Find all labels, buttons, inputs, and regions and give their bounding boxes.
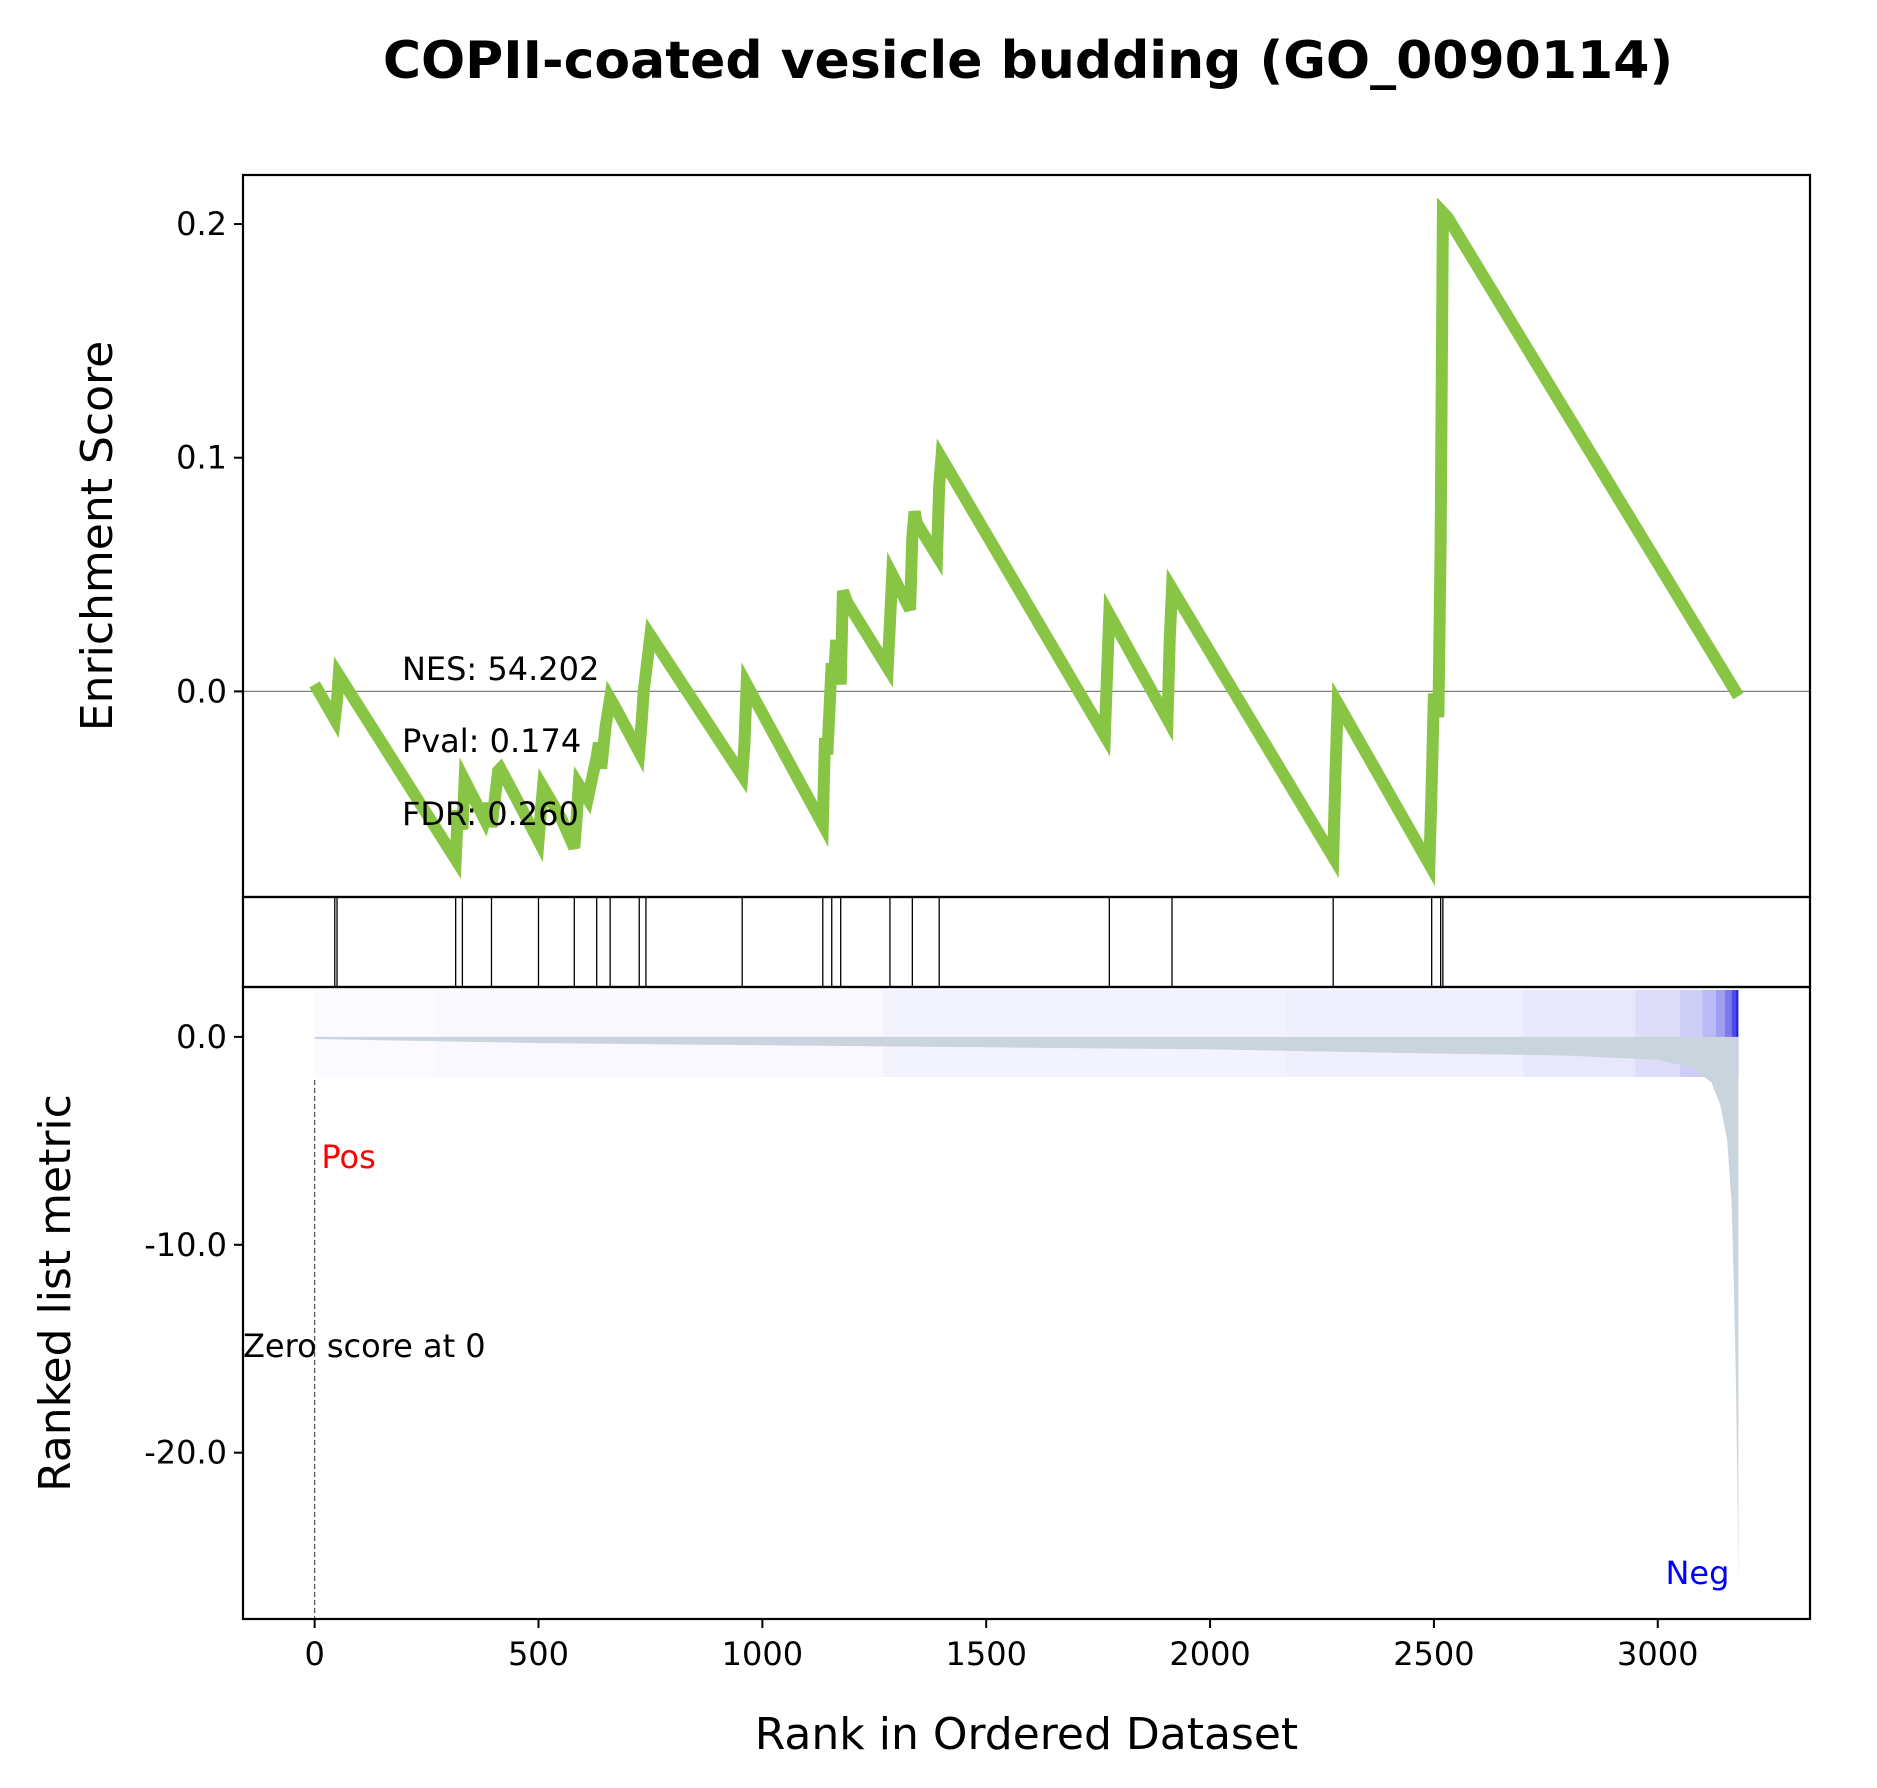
x-tick-label: 1500 (945, 1635, 1026, 1673)
x-axis-ticks: 0 500 1000 1500 2000 2500 3000 (304, 1619, 1698, 1673)
x-tick-label: 3000 (1617, 1635, 1698, 1673)
neg-label: Neg (1665, 1554, 1729, 1592)
es-y-tick-label: 0.1 (176, 439, 227, 477)
fdr-stat: FDR: 0.260 (402, 795, 579, 833)
ranked-metric-panel: Pos Neg Zero score at 0 0.0 -10.0 -20.0 Ra… (30, 987, 1810, 1619)
x-tick-label: 2500 (1393, 1635, 1474, 1673)
ranked-metric-area (315, 1037, 1739, 1588)
x-tick-label: 2000 (1169, 1635, 1250, 1673)
x-tick-label: 0 (304, 1635, 324, 1673)
hits-panel-frame (243, 897, 1810, 987)
pval-stat: Pval: 0.174 (402, 722, 581, 760)
pos-label: Pos (321, 1138, 375, 1176)
nes-stat: NES: 54.202 (402, 650, 599, 688)
heatmap-segment (1286, 990, 1523, 1077)
es-y-tick-label: 0.0 (176, 672, 227, 710)
rm-y-tick-label: 0.0 (176, 1018, 227, 1056)
rm-y-tick-label: -20.0 (144, 1434, 227, 1472)
heatmap-segment (436, 990, 884, 1077)
x-tick-label: 1000 (722, 1635, 803, 1673)
zero-score-label: Zero score at 0 (243, 1327, 486, 1365)
rank-heatmap-band (315, 990, 1739, 1077)
enrichment-y-ticks: 0.0 0.1 0.2 (176, 205, 243, 710)
enrichment-score-line (315, 212, 1739, 864)
enrichment-panel: 0.0 0.1 0.2 Enrichment Score NES: 54.202 P… (72, 175, 1810, 897)
heatmap-segment (315, 990, 436, 1077)
ranked-metric-panel-frame (243, 987, 1810, 1619)
ranked-metric-y-ticks: 0.0 -10.0 -20.0 (144, 1018, 243, 1472)
x-axis-label: Rank in Ordered Dataset (755, 1709, 1298, 1760)
heatmap-segment (883, 990, 1286, 1077)
heatmap-segment (1523, 990, 1635, 1077)
enrichment-y-axis-label: Enrichment Score (72, 341, 123, 731)
ranked-metric-y-axis-label: Ranked list metric (30, 1094, 81, 1492)
x-tick-label: 500 (508, 1635, 569, 1673)
gene-hit-marks (335, 897, 1443, 987)
rm-y-tick-label: -10.0 (144, 1226, 227, 1264)
es-y-tick-label: 0.2 (176, 205, 227, 243)
chart-title: COPII-coated vesicle budding (GO_0090114… (383, 31, 1673, 91)
hits-panel (243, 897, 1810, 987)
enrichment-panel-frame (243, 175, 1810, 897)
heatmap-segment (1635, 990, 1680, 1077)
